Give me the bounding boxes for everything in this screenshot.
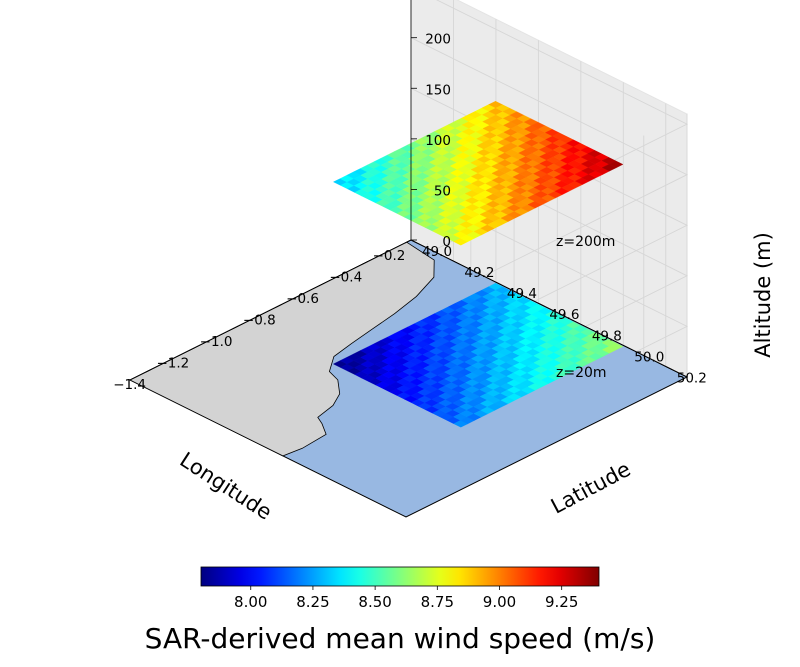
y-axis-label: Latitude (547, 457, 635, 519)
y-tick-label: 50.2 (677, 370, 707, 386)
plane-label-200m: z=200m (556, 234, 615, 250)
x-axis-label: Longitude (175, 448, 276, 525)
x-tick-label: −1.2 (156, 356, 189, 372)
colorbar-tick-label: 8.00 (234, 593, 267, 611)
tick-labels: −1.4 −1.2 −1.0 −0.8 −0.6 −0.4 −0.2 49.0 49.2 49.4… (113, 0, 707, 393)
y-tick-label: 49.8 (592, 328, 622, 344)
colorbar-tick-label: 8.75 (421, 593, 454, 611)
x-tick-label: −0.8 (243, 313, 276, 329)
y-tick-label: 49.0 (422, 244, 452, 260)
colorbar-tick-label: 8.50 (358, 593, 391, 611)
wind-speed-planes (332, 100, 624, 428)
plane-20m (332, 282, 624, 428)
z-tick-label: 150 (425, 82, 451, 98)
z-axis-label: Altitude (m) (751, 232, 775, 358)
x-tick-label: −0.2 (373, 248, 406, 264)
y-tick-label: 50.0 (634, 349, 664, 365)
x-tick-label: −1.0 (200, 334, 233, 350)
z-tick-label: 50 (434, 183, 451, 199)
x-tick-label: −0.6 (286, 291, 319, 307)
z-tick-label: 0 (442, 234, 451, 250)
y-tick-label: 49.2 (464, 265, 494, 281)
colorbar-title: SAR-derived mean wind speed (m/s) (144, 622, 656, 655)
z-tick-label: 200 (425, 32, 451, 48)
x-tick-label: −0.4 (329, 270, 362, 286)
y-tick-label: 49.6 (549, 307, 579, 323)
colorbar-bar (200, 566, 600, 587)
colorbar-tick-label: 9.00 (483, 593, 516, 611)
plane-label-20m: z=20m (556, 365, 607, 381)
x-tick-label: −1.4 (113, 377, 146, 393)
y-tick-label: 49.4 (507, 286, 537, 302)
colorbar-tick-label: 8.25 (296, 593, 329, 611)
colorbar: 8.00 8.25 8.50 8.75 9.00 9.25 (200, 566, 600, 611)
x-axis-line (129, 239, 412, 381)
land-area (129, 241, 435, 457)
grid-line-z (405, 37, 689, 316)
plane-cell (608, 342, 624, 351)
plane-200m (332, 100, 624, 246)
z-tick-label: 100 (425, 133, 451, 149)
colorbar-tick-label: 9.25 (545, 593, 578, 611)
y-axis-line (410, 239, 688, 378)
plane-cell (608, 160, 624, 169)
